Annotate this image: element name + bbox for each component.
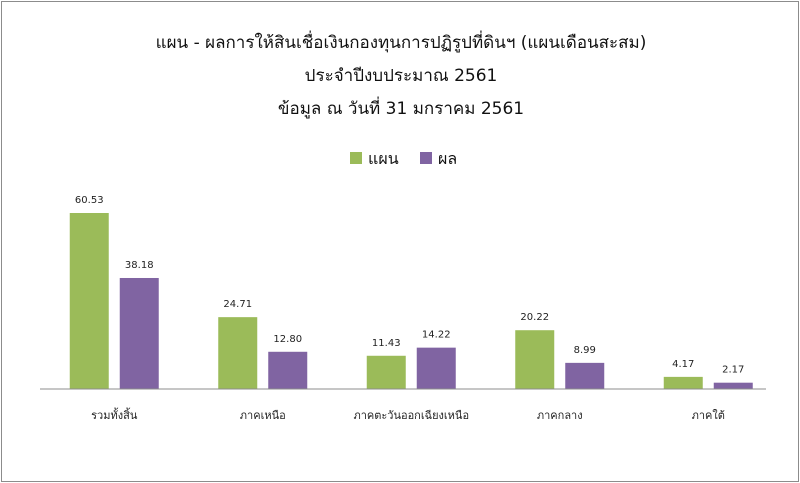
bar-plan-0 [69,213,109,389]
bar-plan-3 [515,330,555,389]
data-label-plan-2: 11.43 [372,338,401,349]
x-tick-label-0: รวมทั้งสิ้น [91,407,138,422]
data-label-result-2: 14.22 [422,330,451,341]
x-tick-label-4: ภาคใต้ [692,409,725,422]
bar-plan-1 [218,317,258,389]
chart-title: แผน - ผลการให้สินเชื่อเงินกองทุนการปฏิรู… [156,30,647,119]
data-label-plan-0: 60.53 [75,195,104,206]
bar-plan-4 [663,376,703,389]
chart-bars [69,213,753,389]
x-axis-tick-labels: รวมทั้งสิ้น ภาคเหนือ ภาคตะวันออกเฉียงเหนือ… [91,407,725,422]
data-label-result-0: 38.18 [125,260,154,271]
chart-title-line-1: แผน - ผลการให้สินเชื่อเงินกองทุนการปฏิรู… [156,30,647,53]
bar-result-4 [713,382,753,389]
bar-result-0 [119,277,159,389]
chart-title-line-2: ประจำปีงบประมาณ 2561 [305,66,498,86]
x-tick-label-3: ภาคกลาง [537,409,583,422]
x-tick-label-1: ภาคเหนือ [240,409,286,422]
bar-result-3 [565,362,605,389]
data-label-result-4: 2.17 [722,365,744,376]
legend-label-plan: แผน [368,149,399,168]
data-label-plan-4: 4.17 [672,359,694,370]
legend-swatch-plan [350,152,362,164]
data-label-plan-3: 20.22 [520,312,549,323]
x-tick-label-2: ภาคตะวันออกเฉียงเหนือ [353,409,469,422]
data-label-result-3: 8.99 [574,345,596,356]
legend-label-result: ผล [438,149,457,168]
bar-plan-2 [366,355,406,389]
chart-title-line-3: ข้อมูล ณ วันที่ 31 มกราคม 2561 [278,96,524,119]
legend-swatch-result [420,152,432,164]
data-label-plan-1: 24.71 [223,299,252,310]
data-label-result-1: 12.80 [273,334,302,345]
bar-result-2 [416,347,456,389]
chart-data-labels: 60.53 38.18 24.71 12.80 11.43 14.22 20.22 8.99 4… [75,195,744,376]
chart-legend: แผน ผล [350,149,457,168]
bar-result-1 [268,351,308,389]
